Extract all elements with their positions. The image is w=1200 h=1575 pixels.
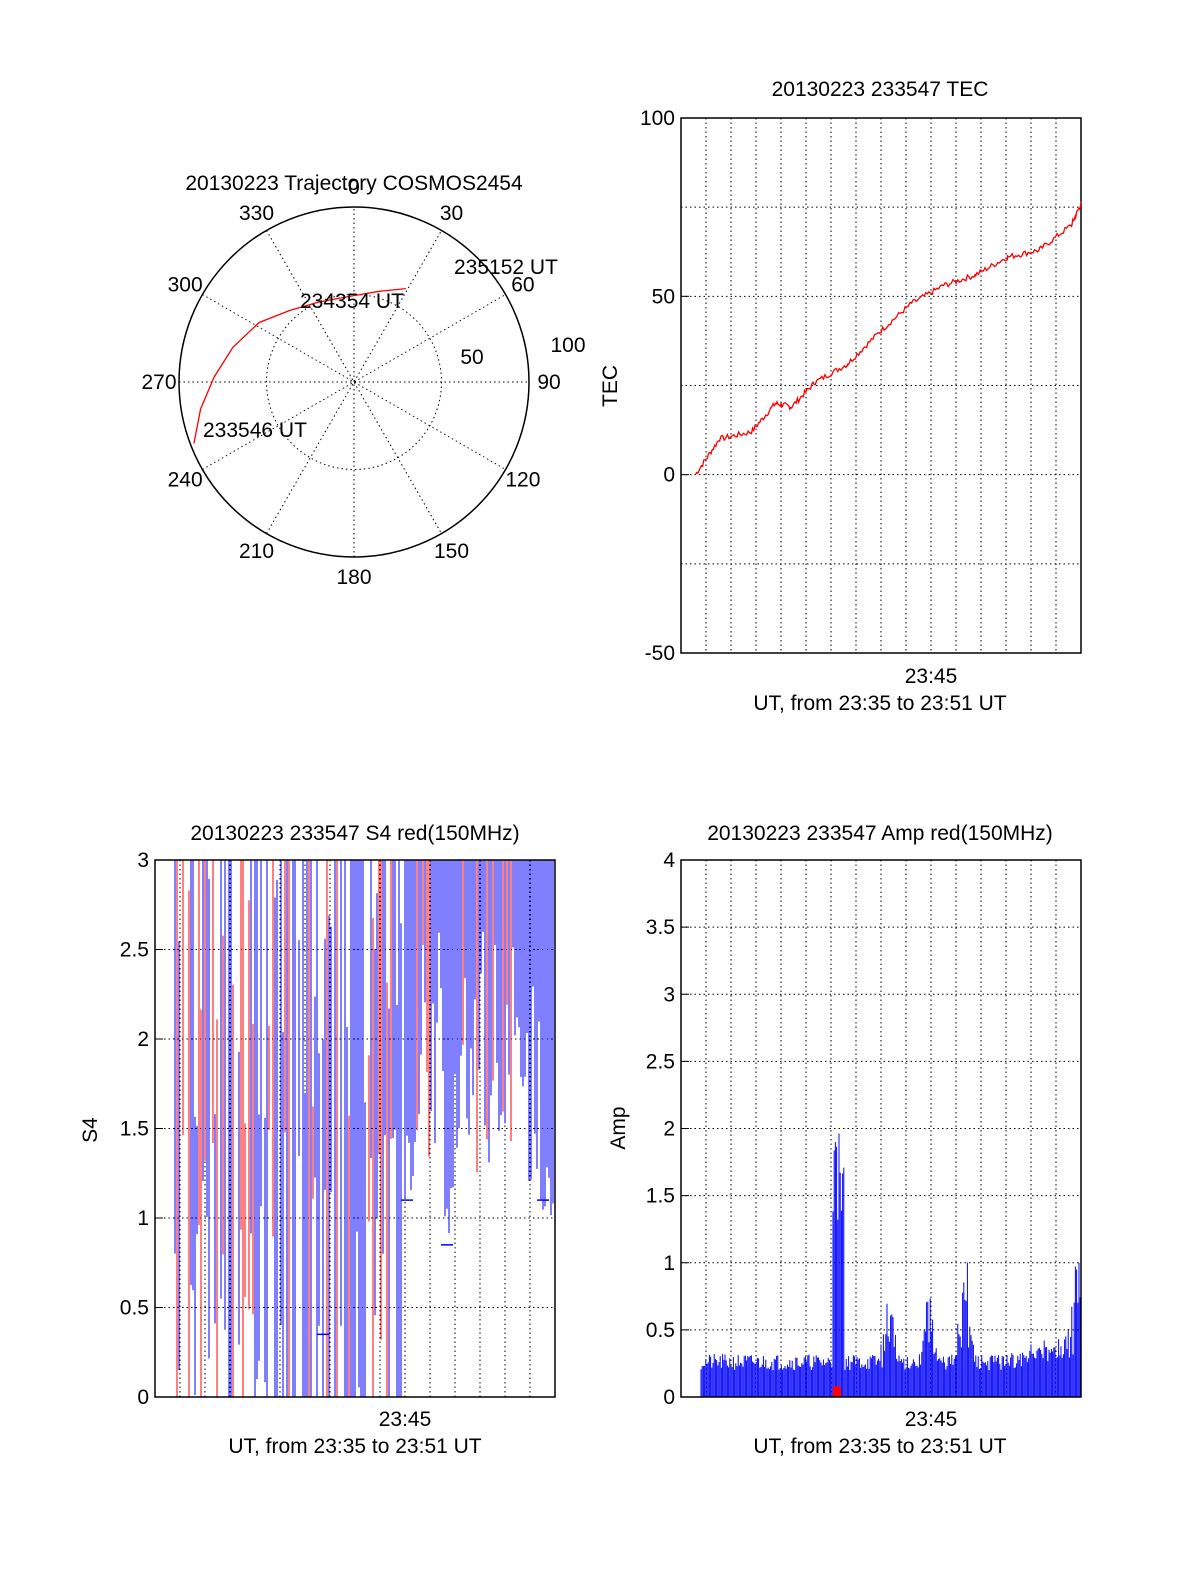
amp-grid xyxy=(681,860,1081,1397)
y-tick-label: 1.5 xyxy=(646,1185,675,1208)
tec-grid xyxy=(681,118,1081,653)
amp-red-bar xyxy=(833,1386,841,1397)
y-tick-label: 100 xyxy=(640,107,675,130)
polar-angle-labels: 0 30 60 90 120 150 180 210 240 270 300 330 xyxy=(141,176,560,589)
s4-y-ticks: 3 2.5 2 1.5 1 0.5 0 xyxy=(120,849,163,1409)
polar-angle-label: 30 xyxy=(440,202,463,225)
y-tick-label: 2.5 xyxy=(646,1050,675,1073)
y-tick-label: 2 xyxy=(137,1028,149,1051)
y-tick-label: 0 xyxy=(663,464,675,487)
amp-x-tick-label: 23:45 xyxy=(905,1408,958,1431)
trajectory-end-label: 235152 UT xyxy=(454,256,558,279)
tec-y-label: TEC xyxy=(599,365,622,407)
y-tick-label: 0.5 xyxy=(120,1297,149,1320)
y-tick-label: 1 xyxy=(137,1207,149,1230)
y-tick-label: 0 xyxy=(663,1386,675,1409)
amp-y-ticks: 4 3.5 3 2.5 2 1.5 1 0.5 0 xyxy=(646,849,689,1409)
s4-grid xyxy=(155,860,555,1397)
polar-angle-label: 120 xyxy=(505,469,540,492)
y-tick-label: 3.5 xyxy=(646,916,675,939)
tec-series-line xyxy=(694,201,1082,476)
y-tick-label: 2 xyxy=(663,1118,675,1141)
y-tick-label: 0.5 xyxy=(646,1319,675,1342)
amp-title: 20130223 233547 Amp red(150MHz) xyxy=(707,822,1053,845)
y-tick-label: 50 xyxy=(652,285,675,308)
s4-plot: 20130223 233547 S4 red(150MHz) 3 2.5 2 1.5 1… xyxy=(79,822,556,1458)
y-tick-label: 3 xyxy=(663,983,675,1006)
polar-angle-label: 240 xyxy=(168,469,203,492)
polar-angle-label: 330 xyxy=(239,202,274,225)
polar-radius-label-100: 100 xyxy=(550,334,585,357)
trajectory-mid-label: 234354 UT xyxy=(300,290,404,313)
tec-x-label: UT, from 23:35 to 23:51 UT xyxy=(753,692,1006,715)
s4-x-label: UT, from 23:35 to 23:51 UT xyxy=(228,1435,481,1458)
s4-x-tick-label: 23:45 xyxy=(379,1408,432,1431)
y-tick-label: 4 xyxy=(663,849,675,872)
tec-y-ticks: 100 50 0 -50 xyxy=(640,107,689,665)
polar-outer-circle xyxy=(178,206,530,558)
y-tick-label: -50 xyxy=(645,642,675,665)
y-tick-label: 0 xyxy=(137,1386,149,1409)
amp-plot: 20130223 233547 Amp red(150MHz) 4 3.5 3 2.5… xyxy=(607,822,1082,1458)
polar-angle-label: 60 xyxy=(511,274,534,297)
polar-title: 20130223 Trajectory COSMOS2454 xyxy=(185,172,523,195)
y-tick-label: 3 xyxy=(137,849,149,872)
polar-trajectory-plot: 20130223 Trajectory COSMOS2454 0 30 60 90 12… xyxy=(141,172,585,589)
polar-grid xyxy=(179,207,529,557)
s4-series xyxy=(174,860,554,1397)
trajectory-line xyxy=(193,287,406,444)
polar-angle-label: 150 xyxy=(434,540,469,563)
polar-angle-label: 180 xyxy=(336,566,371,589)
polar-angle-label: 210 xyxy=(239,540,274,563)
s4-y-label: S4 xyxy=(79,1117,102,1143)
amp-series xyxy=(700,1133,1081,1397)
y-tick-label: 1.5 xyxy=(120,1118,149,1141)
trajectory-start-label: 233546 UT xyxy=(203,419,307,442)
tec-frame xyxy=(680,117,1082,654)
polar-angle-label: 90 xyxy=(537,371,560,394)
polar-angle-label: 0 xyxy=(348,176,360,199)
tec-x-tick-label: 23:45 xyxy=(905,665,958,688)
s4-title: 20130223 233547 S4 red(150MHz) xyxy=(190,822,519,845)
polar-radius-label-50: 50 xyxy=(460,346,483,369)
amp-x-label: UT, from 23:35 to 23:51 UT xyxy=(753,1435,1006,1458)
amp-y-label: Amp xyxy=(607,1106,630,1149)
tec-title: 20130223 233547 TEC xyxy=(772,78,989,101)
y-tick-label: 1 xyxy=(663,1252,675,1275)
polar-angle-label: 300 xyxy=(168,274,203,297)
polar-angle-label: 270 xyxy=(141,371,176,394)
y-tick-label: 2.5 xyxy=(120,939,149,962)
